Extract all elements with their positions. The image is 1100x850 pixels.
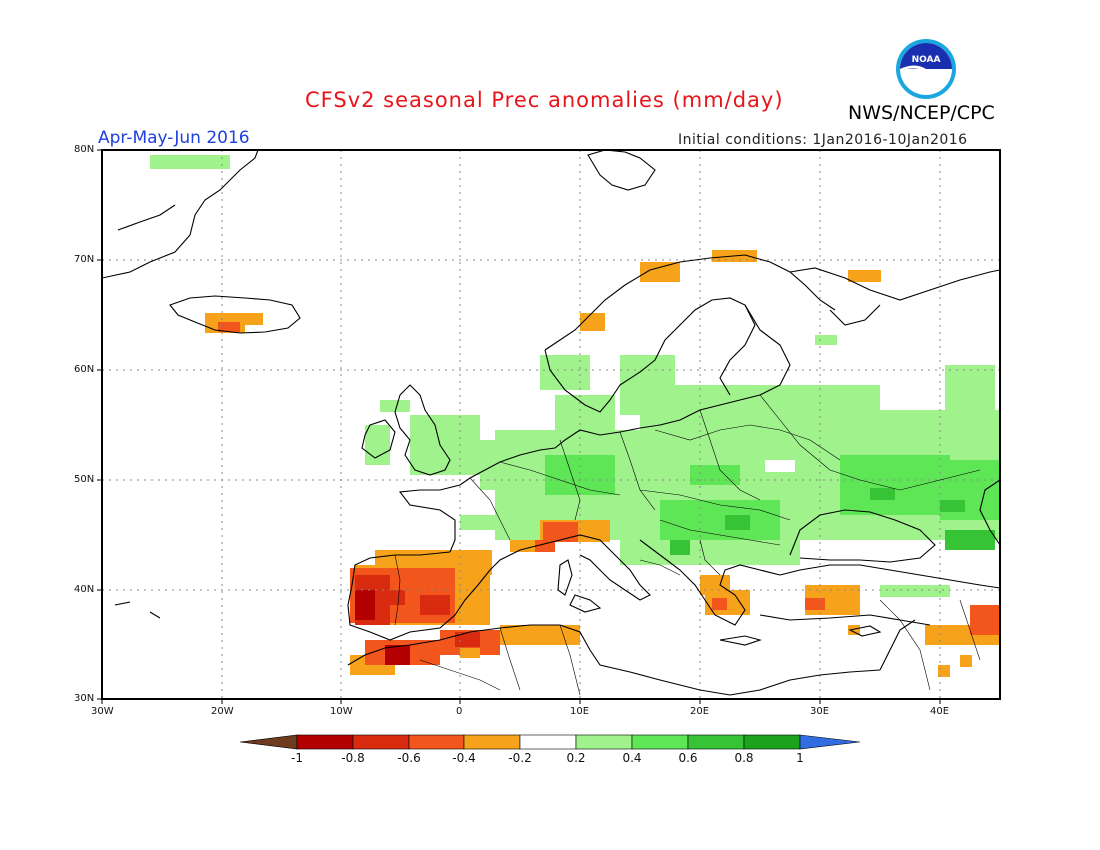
anomaly-cell	[848, 625, 860, 635]
anomaly-cell	[500, 625, 580, 645]
anomaly-cell	[705, 590, 750, 615]
anomaly-cell	[150, 155, 230, 169]
colorbar-segment	[687, 734, 745, 750]
anomaly-cell	[580, 313, 605, 331]
anomaly-cell	[940, 500, 965, 512]
anomaly-cell	[555, 395, 615, 435]
colorbar-segment	[575, 734, 633, 750]
y-tick-label: 70N	[74, 254, 95, 265]
anomaly-cell	[945, 365, 995, 410]
x-tick-label: 20W	[211, 706, 234, 717]
x-tick-label: 10E	[570, 706, 590, 717]
anomaly-cell	[385, 645, 410, 665]
anomaly-cell	[725, 515, 750, 530]
season-label: Apr-May-Jun 2016	[98, 128, 250, 148]
anomaly-cell	[455, 632, 480, 647]
colorbar-label: -0.6	[397, 751, 421, 765]
y-tick-label: 50N	[74, 474, 95, 485]
coastlines	[102, 150, 1000, 696]
colorbar-segment	[631, 734, 689, 750]
colorbar	[239, 734, 861, 750]
plot-frame	[101, 149, 1001, 700]
colorbar-label: 0.4	[622, 751, 642, 765]
colorbar-label: -0.8	[341, 751, 365, 765]
noaa-logo-icon: NOAA	[896, 39, 956, 99]
anomaly-cell	[670, 540, 690, 555]
anomaly-cell	[945, 530, 995, 550]
x-tick-label: 10W	[330, 706, 353, 717]
chart-title: CFSv2 seasonal Prec anomalies (mm/day)	[305, 88, 784, 112]
x-tick-label: 0	[456, 706, 463, 717]
anomaly-cell	[880, 585, 950, 597]
anomaly-cell	[640, 385, 880, 435]
anomaly-cell	[970, 605, 1000, 635]
anomaly-cell	[712, 598, 727, 610]
anomaly-cell	[640, 262, 680, 282]
colorbar-segment	[799, 734, 861, 750]
anomaly-cell	[540, 355, 590, 390]
anomaly-cell	[870, 488, 895, 500]
y-tick-label: 60N	[74, 364, 95, 375]
y-tick-label: 80N	[74, 144, 95, 155]
anomaly-cell	[815, 335, 837, 345]
anomaly-cell	[938, 665, 950, 677]
anomaly-cell	[805, 598, 825, 610]
anomaly-cell	[420, 595, 450, 615]
anomaly-cell	[380, 400, 410, 412]
anomaly-field	[102, 150, 1000, 699]
colorbar-label: 0.8	[734, 751, 754, 765]
anomaly-cell	[480, 550, 492, 575]
anomaly-cell	[960, 655, 972, 667]
anomaly-cell	[410, 415, 480, 475]
anomaly-cell	[385, 590, 405, 605]
country-borders	[394, 394, 981, 696]
anomaly-cell	[365, 425, 390, 465]
organization-label: NWS/NCEP/CPC	[848, 102, 995, 124]
y-tick-label: 40N	[74, 584, 95, 595]
colorbar-label: -0.2	[508, 751, 532, 765]
anomaly-cell	[690, 465, 740, 485]
anomaly-cell	[355, 590, 375, 620]
x-tick-label: 30E	[810, 706, 830, 717]
anomaly-cell	[460, 515, 530, 530]
colorbar-segment	[463, 734, 521, 750]
x-tick-label: 30W	[91, 706, 114, 717]
colorbar-segment	[408, 734, 465, 750]
colorbar-label: -1	[291, 751, 303, 765]
colorbar-segment	[519, 734, 577, 750]
x-tick-label: 40E	[930, 706, 950, 717]
anomaly-cell	[545, 455, 615, 495]
anomaly-cell	[460, 648, 480, 658]
colorbar-label: 0.6	[678, 751, 698, 765]
colorbar-segment	[296, 734, 354, 750]
colorbar-segment	[743, 734, 801, 750]
anomaly-cell	[765, 460, 795, 472]
graticule	[102, 150, 1000, 699]
anomaly-cell	[840, 455, 950, 515]
anomaly-cell	[660, 500, 780, 540]
colorbar-label: 0.2	[566, 751, 586, 765]
anomaly-cell	[848, 270, 881, 282]
y-tick-label: 30N	[74, 693, 95, 704]
svg-text:NOAA: NOAA	[912, 55, 941, 65]
anomaly-cell	[543, 522, 578, 542]
colorbar-segment	[352, 734, 410, 750]
anomaly-cell	[218, 322, 240, 332]
x-tick-label: 20E	[690, 706, 710, 717]
colorbar-label: 1	[796, 751, 804, 765]
colorbar-label: -0.4	[452, 751, 476, 765]
initial-conditions-label: Initial conditions: 1Jan2016-10Jan2016	[678, 132, 968, 148]
colorbar-segment	[239, 734, 298, 750]
tick-marks	[97, 149, 941, 704]
